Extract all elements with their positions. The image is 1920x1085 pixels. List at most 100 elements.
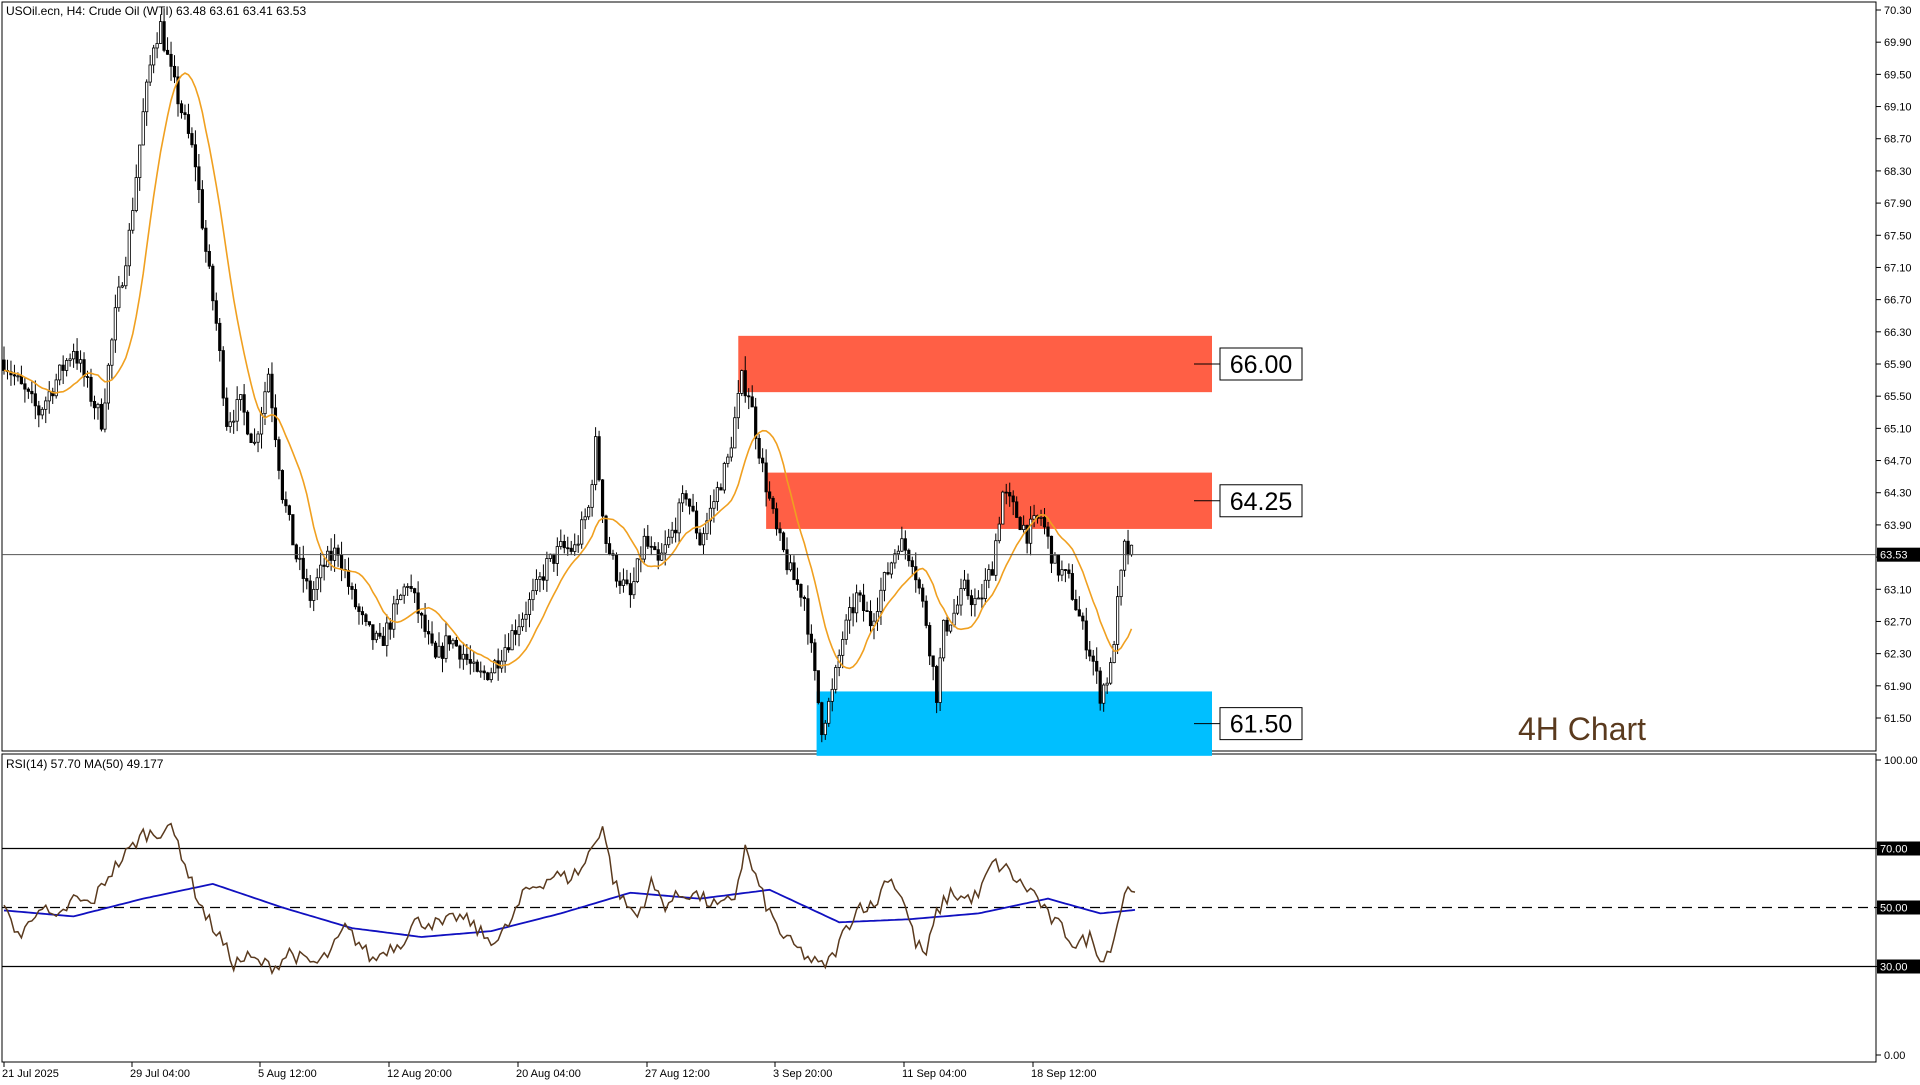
candle-body: [371, 624, 375, 641]
candle-body: [855, 592, 859, 614]
candle-body: [461, 653, 465, 660]
candle-body: [781, 532, 786, 551]
time-tick-label: 18 Sep 12:00: [1031, 1068, 1096, 1080]
candle-body: [552, 553, 556, 564]
candle-body: [33, 393, 37, 407]
candle-body: [183, 112, 187, 115]
candle-body: [437, 645, 441, 658]
candle-body: [395, 599, 399, 605]
candle-body: [538, 576, 542, 580]
candle-body: [1056, 554, 1061, 576]
candle-body: [374, 632, 378, 641]
time-tick-label: 21 Jul 2025: [2, 1068, 59, 1080]
price-tick-label: 69.10: [1884, 102, 1912, 114]
time-tick-label: 3 Sep 20:00: [773, 1068, 832, 1080]
candle-body: [750, 396, 754, 408]
candle-body: [1011, 495, 1015, 503]
candle-body: [830, 688, 834, 702]
price-tick-label: 61.90: [1884, 681, 1912, 693]
candle-body: [367, 621, 372, 626]
candle-body: [990, 569, 994, 576]
candle-body: [30, 390, 34, 395]
candle-body: [520, 618, 525, 628]
candle-body: [1119, 569, 1123, 598]
candle-body: [172, 65, 177, 78]
candle-body: [649, 545, 653, 548]
candle-body: [399, 594, 403, 600]
candle-body: [900, 538, 904, 552]
candle-body: [245, 411, 250, 435]
candle-body: [284, 499, 288, 507]
candle-body: [200, 189, 204, 229]
rsi-line: [3, 822, 1136, 976]
candle-body: [559, 541, 563, 547]
candle-body: [816, 670, 820, 704]
candle-body: [590, 484, 594, 508]
candle-body: [312, 588, 316, 601]
axes-layer: 70.30 69.90 69.50 69.10 68.70 68.30 67.90 67.50…: [2, 5, 1920, 1080]
candle-body: [475, 661, 479, 672]
candle-body: [169, 53, 173, 67]
candle-body: [482, 670, 486, 674]
candle-body: [1102, 684, 1106, 704]
candle-body: [252, 441, 257, 444]
candle-body: [893, 553, 897, 564]
candle-body: [903, 538, 907, 551]
candle-body: [2, 359, 6, 371]
candle-body: [221, 350, 225, 399]
candle-body: [820, 702, 824, 736]
candle-body: [886, 572, 890, 575]
zones-layer: 66.00 64.25 61.50: [738, 335, 1303, 756]
candle-body: [827, 700, 831, 724]
candle-body: [1112, 644, 1116, 664]
time-tick-label: 11 Sep 04:00: [902, 1068, 967, 1080]
candle-body: [423, 614, 427, 632]
price-tick-label: 62.70: [1884, 616, 1912, 628]
candle-body: [381, 635, 385, 646]
candle-body: [447, 635, 452, 645]
candle-body: [882, 572, 887, 591]
candle-body: [242, 394, 246, 413]
price-tick-label: 70.30: [1884, 5, 1912, 17]
candle-body: [1070, 573, 1074, 600]
rsi-tick-label: 0.00: [1884, 1050, 1905, 1062]
price-tick-label: 66.30: [1884, 327, 1912, 339]
candle-body: [1042, 517, 1047, 528]
candle-body: [489, 672, 493, 681]
candle-body: [486, 672, 490, 681]
candle-body: [263, 391, 267, 415]
candle-body: [642, 535, 646, 560]
candle-body: [865, 610, 869, 613]
current-price-label: 63.53: [1880, 550, 1908, 562]
candle-body: [472, 661, 476, 664]
candle-body: [277, 439, 281, 471]
candle-body: [754, 406, 758, 439]
candle-body: [708, 507, 713, 522]
time-tick-label: 20 Aug 04:00: [516, 1068, 581, 1080]
price-tick-label: 68.70: [1884, 134, 1912, 146]
candle-body: [61, 364, 65, 371]
resistance-zone-lower-label: 64.25: [1230, 488, 1293, 516]
candle-body: [40, 408, 44, 416]
rsi-ma-line: [3, 882, 1136, 938]
candle-body: [583, 516, 587, 521]
candle-body: [607, 543, 612, 555]
candle-body: [722, 463, 726, 491]
candle-body: [426, 631, 431, 635]
candle-body: [848, 607, 852, 621]
candle-body: [141, 111, 145, 146]
candle-body: [176, 76, 180, 105]
candle-body: [635, 558, 639, 582]
price-tick-label: 63.10: [1884, 584, 1912, 596]
candle-body: [225, 397, 229, 427]
candle-body: [1001, 491, 1005, 525]
candle-body: [809, 633, 813, 644]
candle-body: [545, 558, 549, 581]
time-tick-label: 27 Aug 12:00: [645, 1068, 710, 1080]
candle-body: [465, 653, 469, 660]
candle-body: [1084, 620, 1088, 651]
candle-body: [138, 144, 142, 178]
candle-body: [346, 569, 351, 587]
candle-body: [687, 498, 692, 507]
candle-body: [948, 624, 953, 632]
